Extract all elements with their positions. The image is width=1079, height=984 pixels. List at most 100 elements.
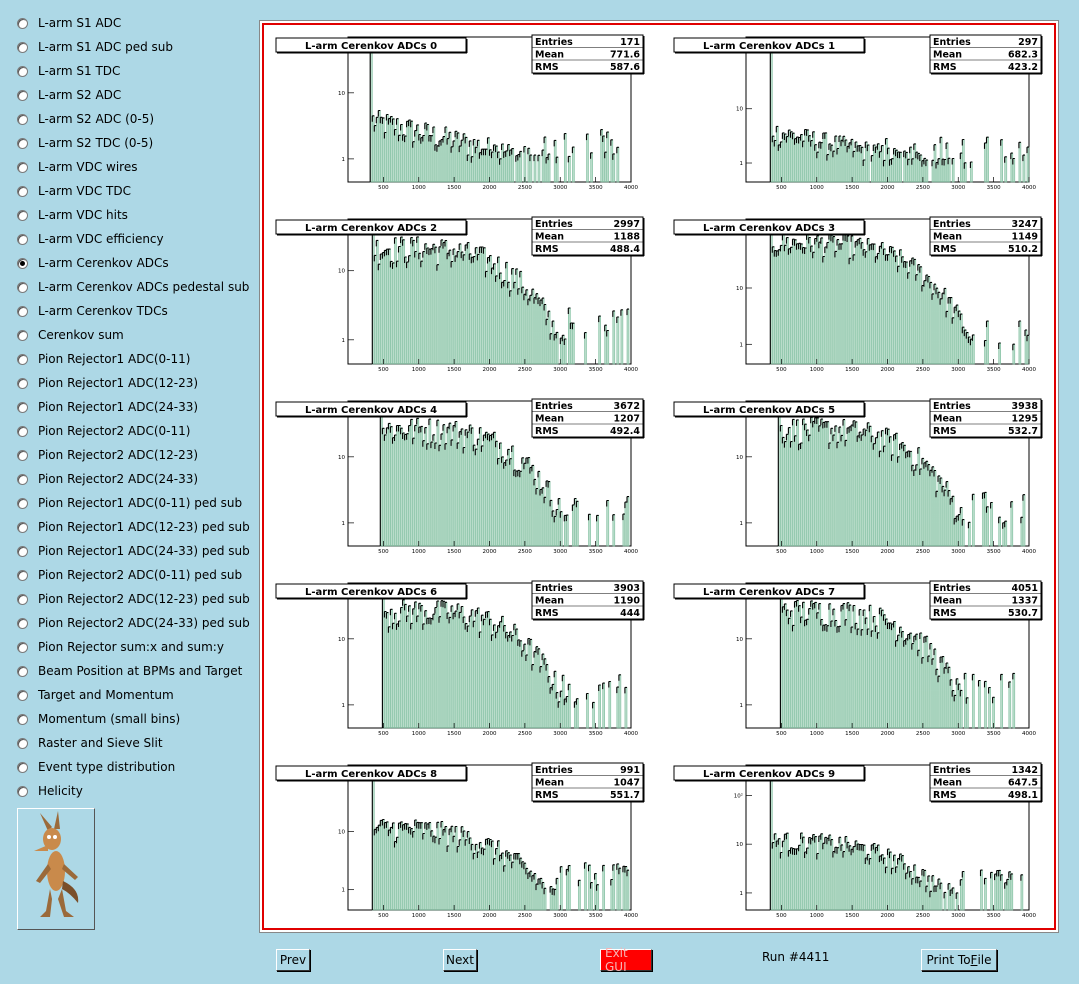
sidebar-option-13[interactable]: Cerenkov sum — [17, 325, 124, 345]
sidebar-option-9[interactable]: L-arm VDC efficiency — [17, 229, 164, 249]
sidebar-option-15[interactable]: Pion Rejector1 ADC(12-23) — [17, 373, 198, 393]
radio-button-icon[interactable] — [17, 641, 28, 653]
radio-button-icon[interactable] — [17, 161, 28, 173]
sidebar-option-27[interactable]: Beam Position at BPMs and Target — [17, 661, 242, 681]
sidebar-option-14[interactable]: Pion Rejector1 ADC(0-11) — [17, 349, 190, 369]
sidebar-option-1[interactable]: L-arm S1 ADC ped sub — [17, 37, 173, 57]
histogram-title: L-arm Cerenkov ADCs 0 — [305, 41, 437, 52]
sidebar-option-22[interactable]: Pion Rejector1 ADC(24-33) ped sub — [17, 541, 250, 561]
x-tick-label: 2000 — [881, 367, 895, 373]
histogram-panel-1: 500100015002000250030003500400011010²L-a… — [673, 34, 1043, 191]
sidebar-option-20[interactable]: Pion Rejector1 ADC(0-11) ped sub — [17, 493, 242, 513]
sidebar-option-3[interactable]: L-arm S2 ADC — [17, 85, 121, 105]
stats-key: Mean — [933, 232, 962, 243]
sidebar-option-4[interactable]: L-arm S2 ADC (0-5) — [17, 109, 154, 129]
radio-button-icon[interactable] — [17, 473, 28, 485]
radio-button-icon[interactable] — [17, 617, 28, 629]
x-tick-label: 3000 — [951, 367, 965, 373]
histogram-selector-panel: L-arm S1 ADC L-arm S1 ADC ped sub L-arm S1… — [0, 0, 258, 984]
radio-button-icon[interactable] — [17, 185, 28, 197]
radio-button-icon[interactable] — [17, 329, 28, 341]
sidebar-option-17[interactable]: Pion Rejector2 ADC(0-11) — [17, 421, 190, 441]
sidebar-option-28[interactable]: Target and Momentum — [17, 685, 174, 705]
x-tick-label: 2000 — [483, 185, 497, 191]
x-tick-label: 1000 — [412, 367, 426, 373]
x-tick-label: 3500 — [589, 367, 603, 373]
sidebar-option-26[interactable]: Pion Rejector sum:x and sum:y — [17, 637, 224, 657]
sidebar-option-25[interactable]: Pion Rejector2 ADC(24-33) ped sub — [17, 613, 250, 633]
x-tick-label: 2000 — [483, 913, 497, 919]
radio-button-icon[interactable] — [17, 689, 28, 701]
x-tick-label: 500 — [776, 549, 787, 555]
radio-button-icon[interactable] — [17, 89, 28, 101]
radio-button-icon[interactable] — [17, 377, 28, 389]
radio-button-icon[interactable] — [17, 593, 28, 605]
sidebar-option-11[interactable]: L-arm Cerenkov ADCs pedestal sub — [17, 277, 249, 297]
sidebar-option-label: Target and Momentum — [38, 688, 174, 702]
radio-button-icon[interactable] — [17, 257, 28, 269]
sidebar-option-label: L-arm S2 ADC — [38, 88, 122, 102]
radio-button-icon[interactable] — [17, 521, 28, 533]
sidebar-option-31[interactable]: Event type distribution — [17, 757, 175, 777]
histogram-title: L-arm Cerenkov ADCs 1 — [703, 41, 835, 52]
sidebar-option-32[interactable]: Helicity — [17, 781, 83, 801]
radio-button-icon[interactable] — [17, 209, 28, 221]
sidebar-option-16[interactable]: Pion Rejector1 ADC(24-33) — [17, 397, 198, 417]
radio-button-icon[interactable] — [17, 785, 28, 797]
sidebar-option-24[interactable]: Pion Rejector2 ADC(12-23) ped sub — [17, 589, 250, 609]
sidebar-option-19[interactable]: Pion Rejector2 ADC(24-33) — [17, 469, 198, 489]
radio-button-icon[interactable] — [17, 17, 28, 29]
radio-button-icon[interactable] — [17, 233, 28, 245]
x-tick-label: 4000 — [624, 185, 638, 191]
sidebar-option-10[interactable]: L-arm Cerenkov ADCs — [17, 253, 169, 273]
radio-button-icon[interactable] — [17, 137, 28, 149]
x-tick-label: 1500 — [845, 549, 859, 555]
stats-key: Mean — [933, 414, 962, 425]
radio-button-icon[interactable] — [17, 41, 28, 53]
next-button-label: Next — [446, 953, 474, 967]
radio-button-icon[interactable] — [17, 713, 28, 725]
radio-button-icon[interactable] — [17, 545, 28, 557]
radio-button-icon[interactable] — [17, 281, 28, 293]
sidebar-option-8[interactable]: L-arm VDC hits — [17, 205, 128, 225]
radio-button-icon[interactable] — [17, 665, 28, 677]
radio-button-icon[interactable] — [17, 353, 28, 365]
stats-key: Mean — [933, 50, 962, 61]
sidebar-option-21[interactable]: Pion Rejector1 ADC(12-23) ped sub — [17, 517, 250, 537]
prev-button[interactable]: Prev — [276, 949, 310, 971]
sidebar-option-7[interactable]: L-arm VDC TDC — [17, 181, 131, 201]
next-button[interactable]: Next — [443, 949, 477, 971]
radio-button-icon[interactable] — [17, 425, 28, 437]
radio-button-icon[interactable] — [17, 449, 28, 461]
sidebar-option-2[interactable]: L-arm S1 TDC — [17, 61, 120, 81]
sidebar-option-30[interactable]: Raster and Sieve Slit — [17, 733, 163, 753]
stats-key: Entries — [933, 401, 971, 412]
y-tick-label: 1 — [342, 521, 346, 527]
print-label-prefix: Print To — [926, 953, 971, 967]
sidebar-option-label: L-arm Cerenkov ADCs pedestal sub — [38, 280, 250, 294]
sidebar-option-0[interactable]: L-arm S1 ADC — [17, 13, 121, 33]
radio-button-icon[interactable] — [17, 569, 28, 581]
stats-value: 587.6 — [610, 62, 640, 73]
exit-gui-button[interactable]: Exit GUI — [600, 946, 652, 974]
sidebar-option-12[interactable]: L-arm Cerenkov TDCs — [17, 301, 168, 321]
sidebar-option-5[interactable]: L-arm S2 TDC (0-5) — [17, 133, 153, 153]
radio-button-icon[interactable] — [17, 401, 28, 413]
radio-button-icon[interactable] — [17, 737, 28, 749]
y-tick-label: 1 — [342, 703, 346, 709]
x-tick-label: 3500 — [987, 913, 1001, 919]
radio-button-icon[interactable] — [17, 113, 28, 125]
stats-value: 3247 — [1012, 219, 1038, 230]
radio-button-icon[interactable] — [17, 65, 28, 77]
sidebar-option-6[interactable]: L-arm VDC wires — [17, 157, 137, 177]
radio-button-icon[interactable] — [17, 497, 28, 509]
sidebar-option-29[interactable]: Momentum (small bins) — [17, 709, 180, 729]
radio-button-icon[interactable] — [17, 761, 28, 773]
x-tick-label: 2500 — [916, 913, 930, 919]
stats-value: 647.5 — [1008, 778, 1038, 789]
sidebar-option-18[interactable]: Pion Rejector2 ADC(12-23) — [17, 445, 198, 465]
sidebar-option-23[interactable]: Pion Rejector2 ADC(0-11) ped sub — [17, 565, 242, 585]
sidebar-option-label: Event type distribution — [38, 760, 176, 774]
radio-button-icon[interactable] — [17, 305, 28, 317]
